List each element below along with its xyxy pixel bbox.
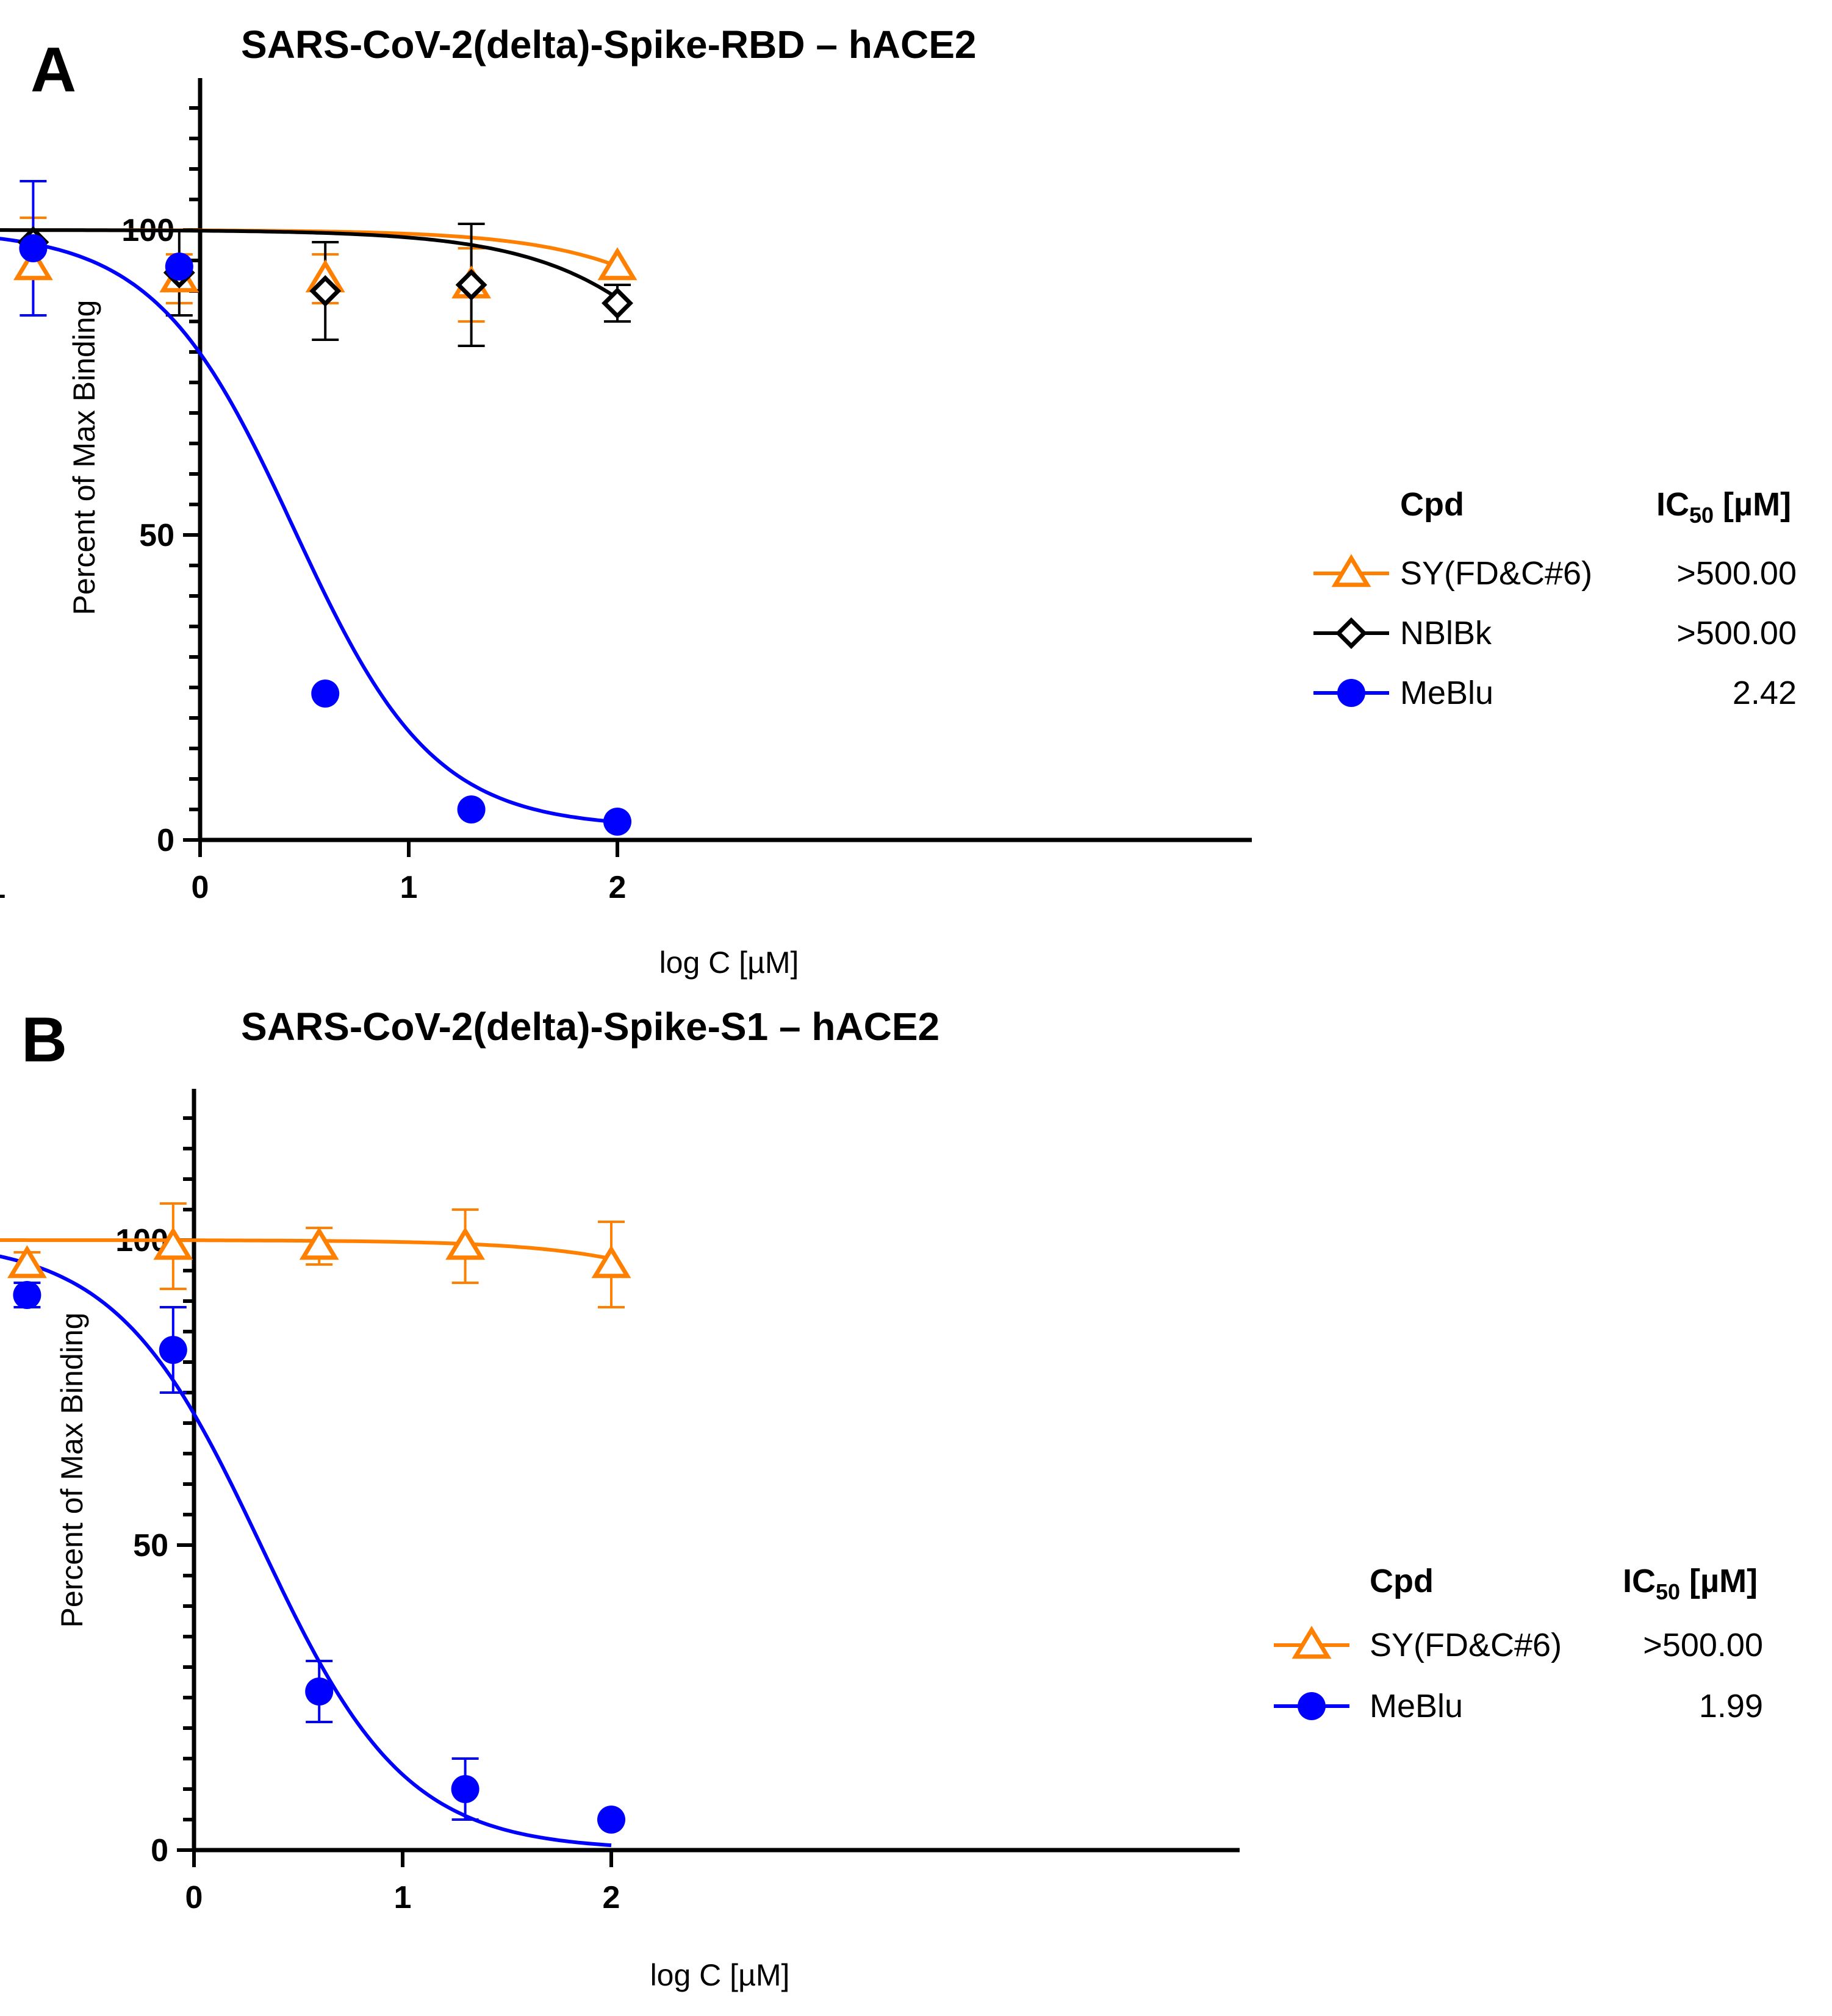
y-tick-label-a: 0 [157,823,174,858]
legend-b: Cpd IC50 [µM] SY(FD&C#6) >500.00 MeBlu 1.99 [1274,1563,1763,1724]
data-point-meblu-a [603,808,631,836]
y-tick-label-b: 50 [133,1528,168,1563]
legend-header-cpd: Cpd [1370,1563,1434,1599]
chart-title-a: SARS-CoV-2(delta)-Spike-RBD – hACE2 [241,23,977,66]
data-point-meblu-b [597,1806,625,1834]
data-point-sy-fd-c-6--a [597,247,638,281]
data-point-meblu-b [159,1336,187,1364]
legend-name-sy-fd-c-6-: SY(FD&C#6) [1400,555,1592,592]
fit-curve-meblu-b [0,1254,612,1848]
legend-marker-sy-fd-c-6- [1331,554,1371,587]
legend-ic50-sy-fd-c-6-: >500.00 [1643,1627,1763,1663]
data-point-nblbk-a [455,269,487,301]
data-point-sy-fd-c-6--b [445,1227,486,1260]
data-point-meblu-b [451,1775,480,1803]
legend-ic50-sy-fd-c-6-: >500.00 [1676,555,1797,592]
legend-marker-nblbk [1335,617,1367,649]
x-axis-label-a: log C [µM] [659,945,799,980]
data-point-meblu-a [19,234,48,262]
data-point-meblu-a [165,253,193,281]
panel-letter-a: A [31,35,76,106]
legend-ic50-meblu: 2.42 [1733,675,1797,711]
data-point-meblu-a [457,795,486,823]
legend-ic50-meblu: 1.99 [1699,1688,1763,1724]
legend-header-ic50: IC50 [µM] [1623,1563,1758,1604]
data-point-sy-fd-c-6--a [13,247,53,281]
x-tick-label-a: -1 [0,870,5,905]
data-point-meblu-b [13,1281,41,1309]
y-axis-label-a: Percent of Max Binding [67,300,101,615]
legend-marker-meblu [1298,1692,1326,1720]
panel-a: A SARS-CoV-2(delta)-Spike-RBD – hACE2 0 50 1… [0,23,1797,980]
panel-letter-b: B [21,1005,67,1075]
chart-title-b: SARS-CoV-2(delta)-Spike-S1 – hACE2 [241,1005,939,1049]
legend-header-cpd: Cpd [1400,486,1464,523]
legend-marker-sy-fd-c-6- [1291,1626,1332,1659]
y-axis-label-b: Percent of Max Binding [55,1313,89,1628]
fit-curve-nblbk-a [0,228,619,300]
x-tick-label-a: 1 [400,870,418,905]
data-point-sy-fd-c-6--b [299,1227,339,1260]
data-point-sy-fd-c-6--b [591,1245,631,1279]
data-point-meblu-a [311,680,340,708]
legend-a: Cpd IC50 [µM] SY(FD&C#6) >500.00 NBlBk >500.0… [1313,486,1797,711]
x-tick-label-b: 0 [185,1880,203,1915]
legend-name-sy-fd-c-6-: SY(FD&C#6) [1370,1627,1562,1663]
data-point-nblbk-a [309,275,342,307]
x-tick-label-b: 2 [603,1880,620,1915]
legend-name-meblu: MeBlu [1400,675,1493,711]
x-axis-label-b: log C [µM] [650,1958,790,1992]
y-tick-label-a: 50 [139,518,174,553]
panel-b: B SARS-CoV-2(delta)-Spike-S1 – hACE2 0 50 1 0… [0,1005,1763,1992]
x-tick-label-b: 1 [394,1880,412,1915]
legend-ic50-nblbk: >500.00 [1676,615,1797,651]
x-tick-label-a: 2 [609,870,627,905]
data-point-sy-fd-c-6--b [153,1227,193,1260]
data-point-meblu-b [305,1677,334,1706]
data-point-sy-fd-c-6--b [7,1245,47,1279]
legend-marker-meblu [1337,679,1365,707]
y-tick-label-b: 0 [151,1833,168,1868]
legend-header-ic50: IC50 [µM] [1656,486,1791,528]
data-point-nblbk-a [602,287,633,319]
x-tick-label-a: 0 [192,870,209,905]
legend-name-nblbk: NBlBk [1400,615,1492,651]
fit-curve-meblu-a [0,237,618,824]
fit-curve-sy-fd-c-6--b [0,1238,612,1261]
legend-name-meblu: MeBlu [1370,1688,1463,1724]
